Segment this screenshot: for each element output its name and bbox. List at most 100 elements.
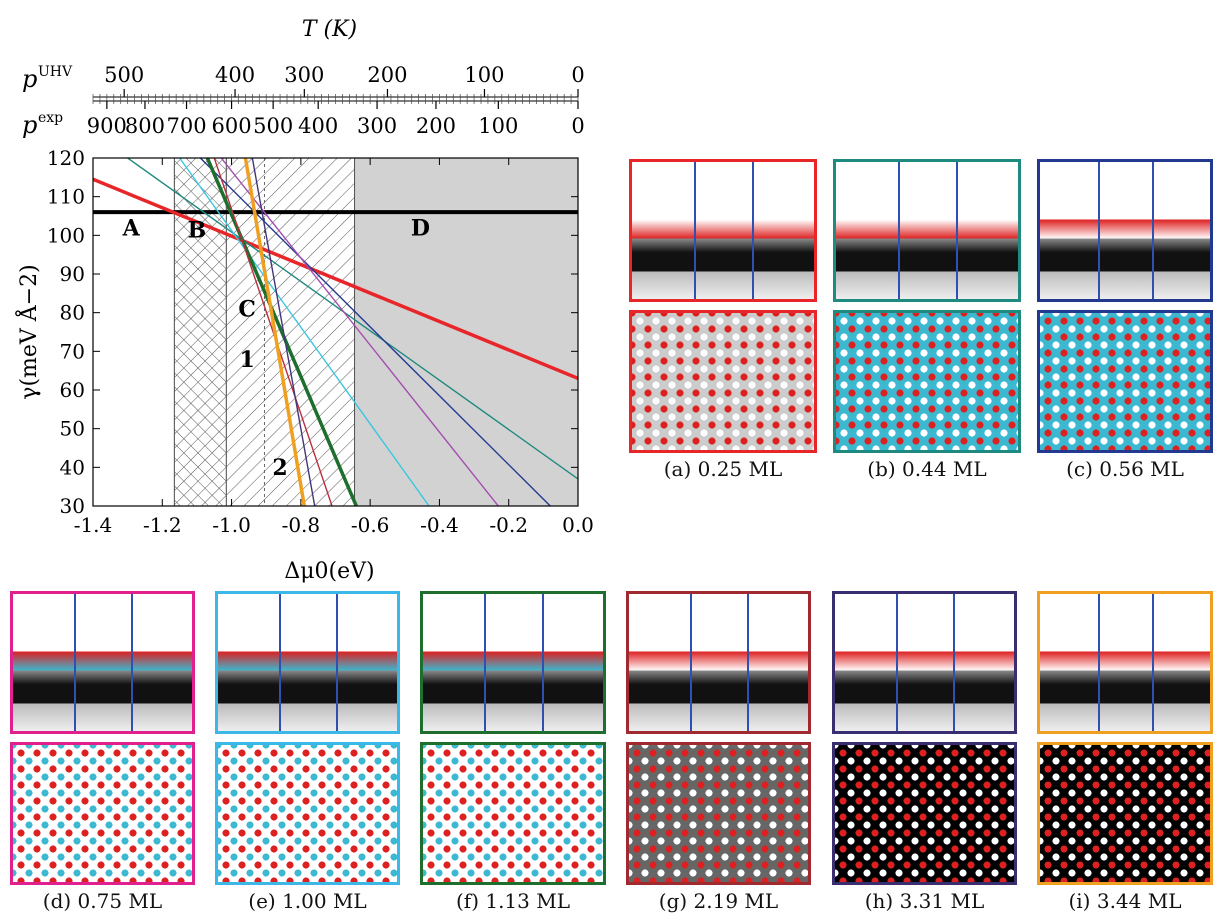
exp-axis-label: p <box>22 111 37 139</box>
uhv-tick-label: 200 <box>367 63 407 87</box>
annotation-2: 2 <box>272 455 287 481</box>
y-tick-label: 70 <box>60 339 85 363</box>
top-view <box>833 310 1021 453</box>
panel-caption: (h) 3.31 ML <box>864 889 985 913</box>
cell-boundary <box>278 594 281 731</box>
y-tick-label: 110 <box>47 185 85 209</box>
exp-tick-label: 800 <box>125 114 165 138</box>
side-view <box>1037 591 1213 734</box>
series-line-9 <box>243 158 307 506</box>
series-line-3 <box>179 158 430 506</box>
cell-boundary <box>689 594 692 731</box>
uhv-axis-label: p <box>22 65 37 93</box>
panel-caption: (i) 3.44 ML <box>1068 889 1182 913</box>
exp-tick-label: 300 <box>357 114 397 138</box>
x-tick-label: -0.8 <box>282 513 321 537</box>
x-tick-label: -1.4 <box>74 513 113 537</box>
x-axis-label: Δμ0(eV) <box>284 559 374 584</box>
cell-boundary <box>752 162 755 299</box>
uhv-tick-label: 400 <box>215 63 255 87</box>
cell-boundary <box>1097 594 1100 731</box>
side-view <box>629 159 817 302</box>
side-view <box>832 591 1017 734</box>
exp-tick-label: 0 <box>571 114 584 138</box>
exp-tick-label: 400 <box>298 114 338 138</box>
region-label-A: A <box>122 215 141 241</box>
top-view <box>629 310 817 453</box>
region-label-D: D <box>411 215 430 241</box>
x-tick-label: -0.4 <box>420 513 459 537</box>
top-view <box>832 742 1017 885</box>
top-view <box>626 742 811 885</box>
cell-boundary <box>956 162 959 299</box>
series-group <box>93 158 578 506</box>
structure-panel-c: (c) 0.56 ML <box>1037 159 1213 481</box>
panel-caption: (d) 0.75 ML <box>42 889 163 913</box>
y-tick-label: 120 <box>47 146 85 170</box>
x-tick-label: -1.0 <box>212 513 251 537</box>
y-tick-label: 100 <box>47 223 85 247</box>
y-tick-label: 30 <box>60 494 85 518</box>
structure-panel-h: (h) 3.31 ML <box>832 591 1017 913</box>
series-line-1 <box>93 177 578 381</box>
top-view <box>215 742 400 885</box>
y-tick-label: 50 <box>60 417 85 441</box>
annotation-1: 1 <box>240 347 255 373</box>
uhv-tick-label: 0 <box>571 63 584 87</box>
uhv-tick-label: 500 <box>104 63 144 87</box>
cell-boundary <box>747 594 750 731</box>
uhv-tick-label: 100 <box>464 63 504 87</box>
top-axis-title: T (K) <box>302 17 357 42</box>
structure-panel-i: (i) 3.44 ML <box>1037 591 1213 913</box>
y-tick-label: 80 <box>60 301 85 325</box>
cell-boundary <box>693 162 696 299</box>
structure-panel-b: (b) 0.44 ML <box>833 159 1021 481</box>
exp-tick-label: 600 <box>212 114 252 138</box>
top-view <box>1037 310 1213 453</box>
cell-boundary <box>1097 162 1100 299</box>
side-view <box>626 591 811 734</box>
exp-tick-label: 200 <box>416 114 456 138</box>
y-axis-label: γ(meV Å−2) <box>14 264 42 399</box>
series-line-2 <box>127 158 578 480</box>
y-tick-label: 90 <box>60 262 85 286</box>
exp-tick-label: 700 <box>166 114 206 138</box>
panel-caption: (a) 0.25 ML <box>663 457 783 481</box>
structure-panel-e: (e) 1.00 ML <box>215 591 400 913</box>
cell-boundary <box>1152 162 1155 299</box>
plot-frame <box>92 157 579 507</box>
y-tick-label: 40 <box>60 455 85 479</box>
panel-caption: (g) 2.19 ML <box>658 889 779 913</box>
structure-panel-d: (d) 0.75 ML <box>10 591 195 913</box>
region-label-B: B <box>188 217 207 243</box>
x-tick-label: -0.2 <box>489 513 528 537</box>
y-tick-label: 60 <box>60 378 85 402</box>
uhv-tick-label: 300 <box>284 63 324 87</box>
top-view <box>1037 742 1213 885</box>
panel-caption: (c) 0.56 ML <box>1066 457 1184 481</box>
side-view <box>10 591 195 734</box>
series-line-6 <box>205 158 358 506</box>
series-line-8 <box>251 158 316 506</box>
panel-caption: (b) 0.44 ML <box>867 457 987 481</box>
structure-panel-g: (g) 2.19 ML <box>626 591 811 913</box>
exp-tick-label: 500 <box>253 114 293 138</box>
series-line-5 <box>220 158 499 506</box>
top-view <box>10 742 195 885</box>
exp-tick-label: 900 <box>87 114 127 138</box>
cell-boundary <box>73 594 76 731</box>
uhv-axis-label-sup: UHV <box>38 64 73 80</box>
x-tick-label: -1.2 <box>143 513 182 537</box>
cell-boundary <box>484 594 487 731</box>
panel-caption: (f) 1.13 ML <box>455 889 570 913</box>
exp-tick-label: 100 <box>478 114 518 138</box>
region-label-C: C <box>238 297 256 323</box>
surface-energy-chart: A B C D 1 2 -1.4 -1.2 -1.0 -0.8 -0.6 -0.4 -0.2 0.0 30 4… <box>14 17 594 584</box>
side-view <box>1037 159 1213 302</box>
cell-boundary <box>897 162 900 299</box>
x-tick-label: -0.6 <box>351 513 390 537</box>
cell-boundary <box>336 594 339 731</box>
x-tick-label: 0.0 <box>562 513 594 537</box>
cell-boundary <box>131 594 134 731</box>
structure-panel-f: (f) 1.13 ML <box>420 591 606 913</box>
